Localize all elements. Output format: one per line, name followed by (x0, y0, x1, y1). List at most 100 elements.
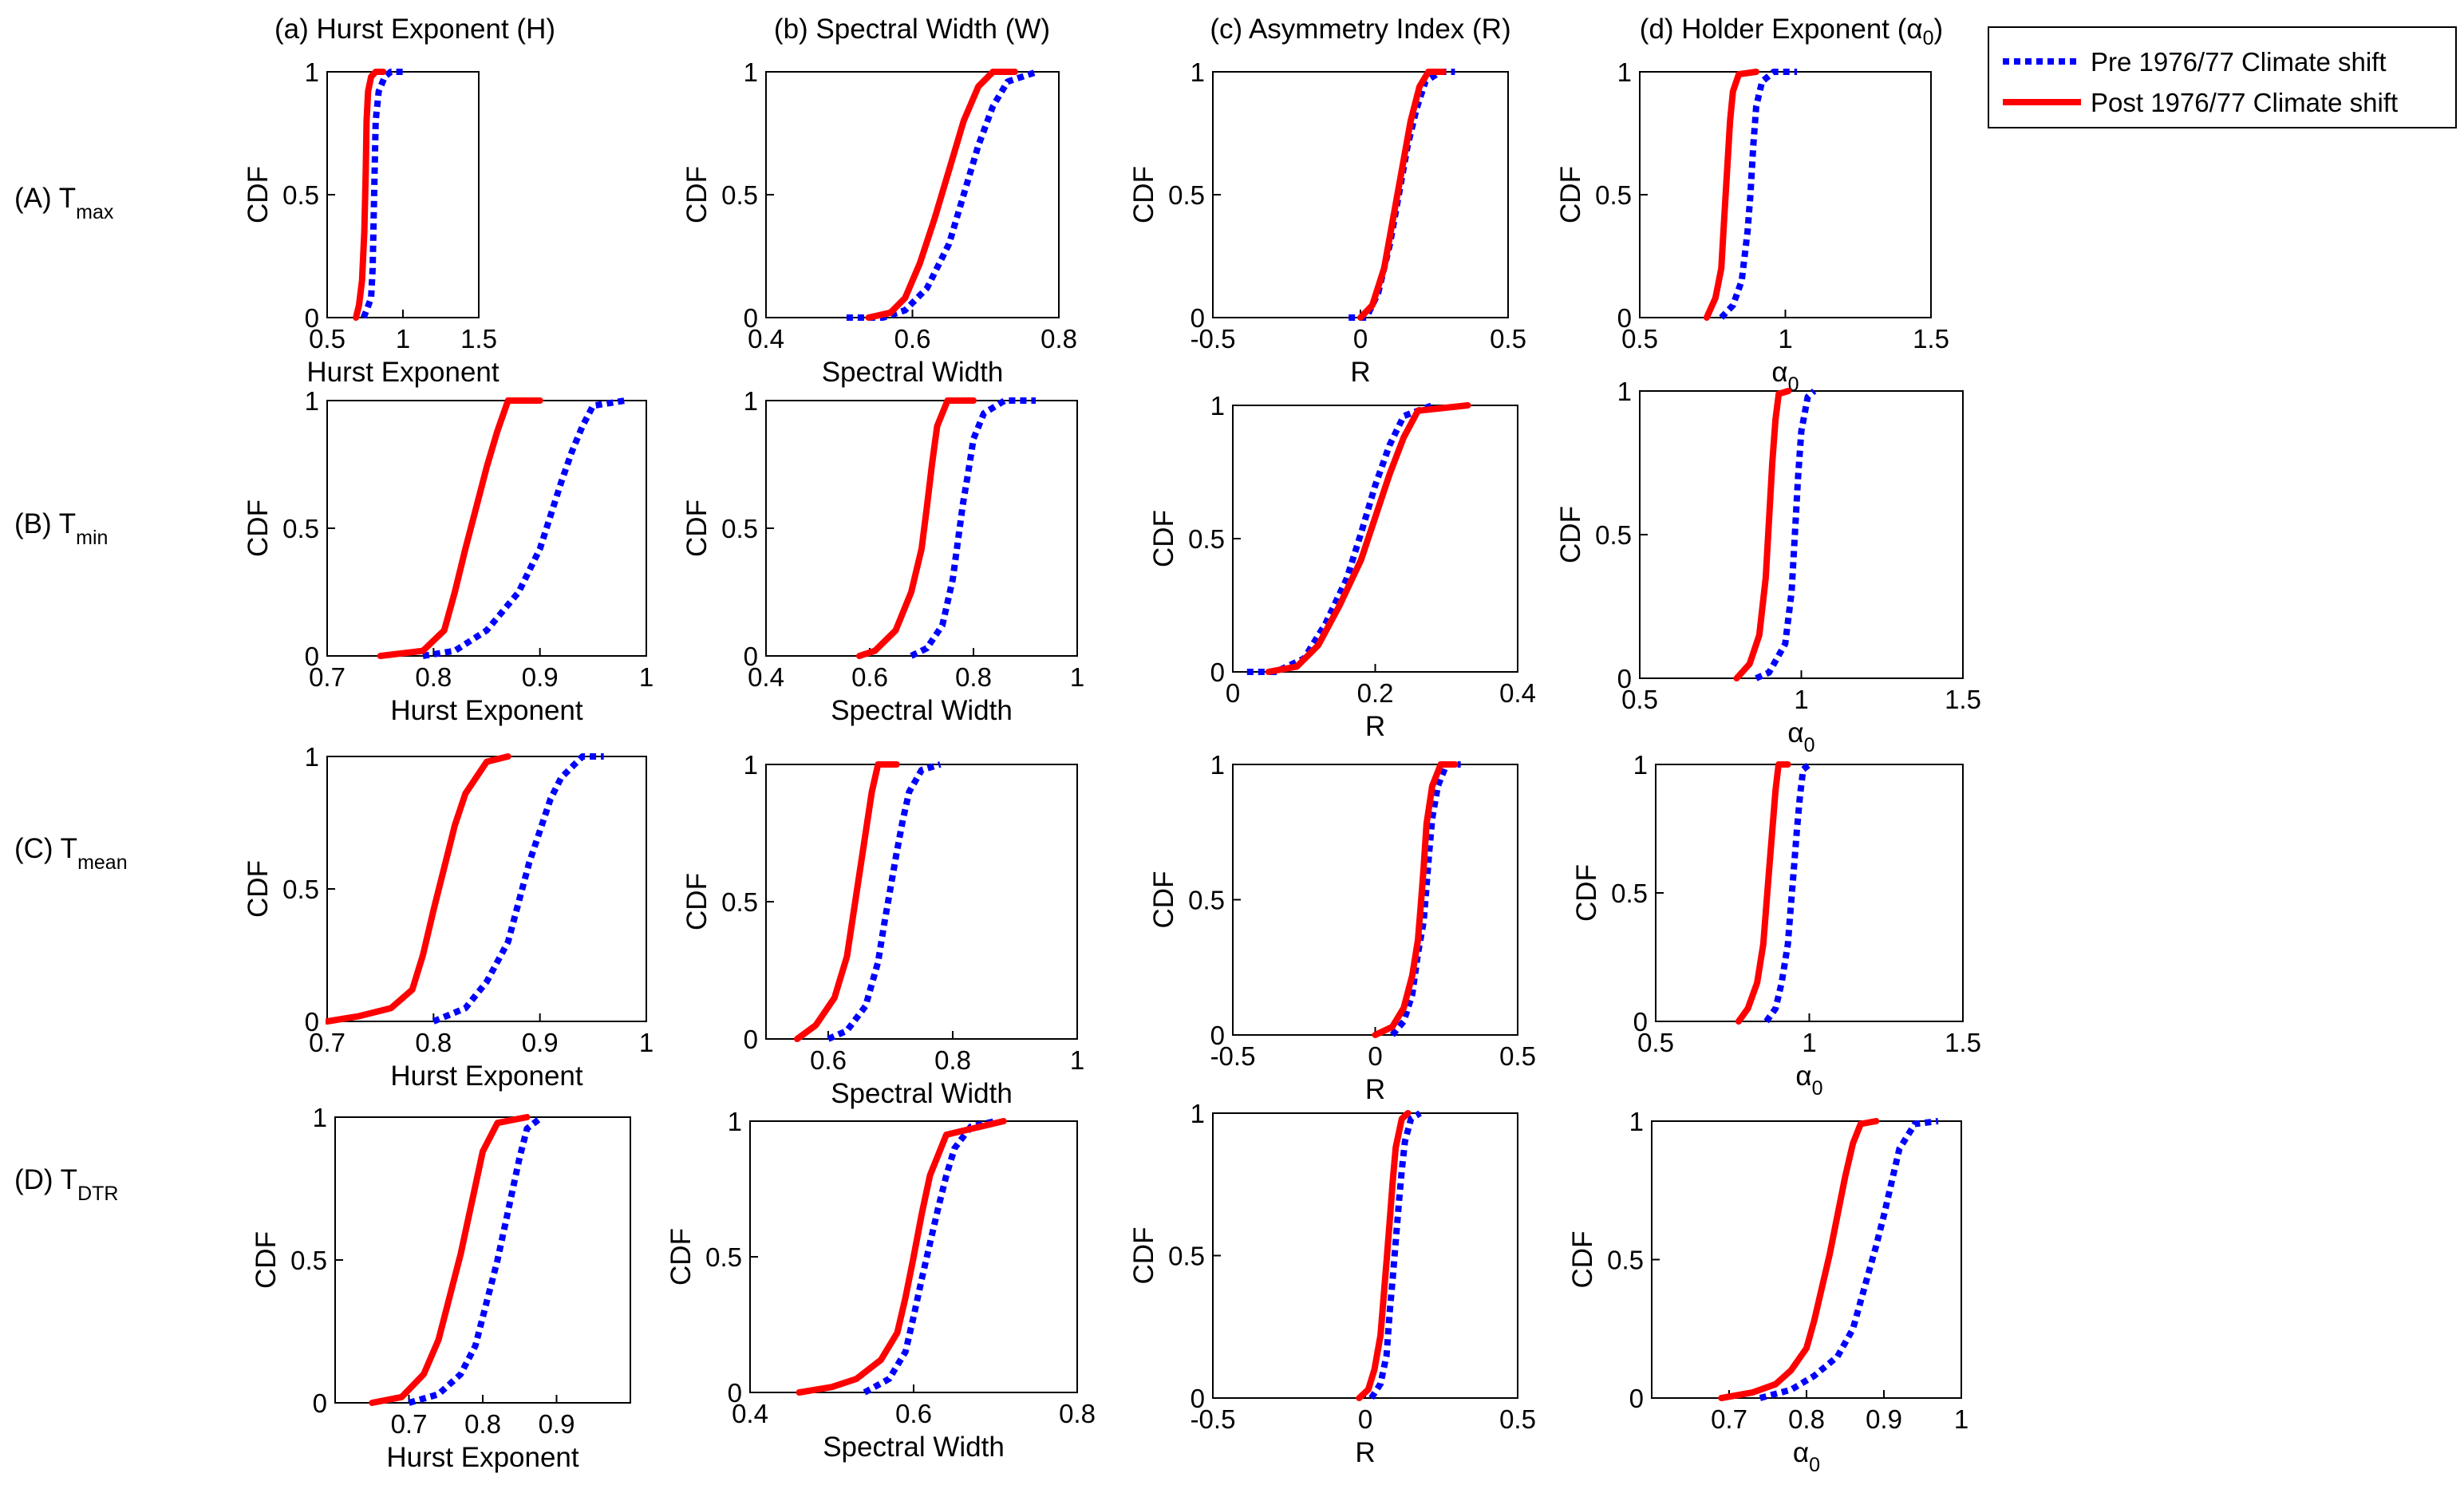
panel-16: 0 0.5 1 0.7 0.8 0.9 1 CDF α0 (1567, 1107, 1968, 1476)
series-post-shift-line (353, 69, 387, 321)
series-post-shift-line (326, 753, 511, 1025)
y-tick-label: 1 (305, 57, 319, 87)
y-axis-label: CDF (1555, 166, 1586, 223)
y-tick-label: 1 (1210, 391, 1225, 421)
series-post-shift-line (1357, 69, 1447, 321)
column-title-2: (b) Spectral Width (W) (774, 14, 1050, 45)
legend: Pre 1976/77 Climate shift Post 1976/77 C… (1988, 26, 2457, 128)
row-labels: (A) Tmax (B) Tmin (C) Tmean (D) TDTR (14, 183, 128, 1205)
series-pre-shift-line (1763, 761, 1812, 1024)
x-tick-label: 0.8 (955, 662, 992, 692)
row-label-4: (D) TDTR (14, 1164, 118, 1205)
y-tick-label: 1 (1629, 1107, 1644, 1136)
y-tick-label: 0.5 (1595, 520, 1632, 550)
y-tick-label: 0 (1633, 1007, 1648, 1037)
x-tick-label: 1 (1070, 1045, 1084, 1075)
y-tick-label: 1 (305, 742, 319, 772)
y-tick-label: 1 (744, 57, 758, 87)
column-title-4: (d) Holder Exponent (α0) (1640, 14, 1943, 49)
y-tick-label: 0.5 (721, 887, 758, 917)
legend-box (1988, 26, 2457, 128)
y-tick-label: 0.5 (1168, 180, 1205, 210)
x-axis-label: Spectral Width (831, 695, 1013, 726)
y-tick-label: 0.5 (1188, 886, 1225, 915)
y-tick-label: 0 (313, 1388, 327, 1418)
column-title-1: (a) Hurst Exponent (H) (274, 14, 555, 45)
x-tick-label: 1 (1802, 1028, 1816, 1057)
x-axis-label: Hurst Exponent (390, 1060, 583, 1092)
series-pre-shift-line (1368, 1110, 1422, 1400)
x-axis-label: α0 (1787, 717, 1814, 756)
y-tick-label: 0.5 (1168, 1242, 1205, 1271)
y-tick-label: 0 (744, 1025, 758, 1054)
panel-2: 0 0.5 1 0.4 0.6 0.8 CDF Spectral Width (681, 57, 1077, 388)
x-tick-label: 1 (1794, 685, 1808, 714)
x-tick-label: 0.9 (522, 1028, 559, 1057)
series-post-shift-line (1356, 1110, 1412, 1401)
plot-frame (1655, 764, 1964, 1022)
legend-pre-label: Pre 1976/77 Climate shift (2091, 47, 2387, 77)
x-axis-label: Spectral Width (822, 357, 1004, 388)
panel-5: 0 0.5 1 0.7 0.8 0.9 1 CDF Hurst Exponent (243, 386, 654, 726)
plot-frame (1212, 71, 1509, 318)
y-tick-label: 0 (1617, 303, 1632, 333)
panel-6: 0 0.5 1 0.4 0.6 0.8 1 CDF Spectral Width (681, 386, 1084, 726)
plot-frame (1212, 1112, 1518, 1399)
plot-frame (1651, 1120, 1962, 1399)
y-tick-label: 0 (728, 1378, 742, 1408)
y-axis-label: CDF (1128, 1227, 1159, 1285)
x-tick-label: 1 (396, 324, 410, 353)
x-tick-label: 0.2 (1357, 678, 1394, 708)
x-tick-label: 0.8 (1059, 1399, 1096, 1428)
x-tick-label: 0.8 (415, 662, 452, 692)
y-tick-label: 0 (744, 303, 758, 333)
y-tick-label: 0.5 (290, 1246, 327, 1275)
series-pre-shift-line (1389, 761, 1461, 1037)
x-tick-label: -0.5 (1191, 1404, 1236, 1434)
y-tick-label: 0 (1210, 658, 1225, 687)
x-tick-label: 0.4 (1499, 678, 1536, 708)
x-tick-label: 1 (639, 1028, 654, 1057)
series-post-shift-line (1703, 69, 1759, 321)
y-tick-label: 0 (1617, 664, 1632, 693)
plot-frame (765, 764, 1078, 1040)
y-axis-label: CDF (1148, 510, 1179, 567)
x-tick-label: -0.5 (1210, 1041, 1256, 1071)
panel-9: 0 0.5 1 0.7 0.8 0.9 1 CDF Hurst Exponent (243, 742, 654, 1092)
y-axis-label: CDF (681, 500, 713, 557)
x-axis-label: R (1350, 357, 1370, 388)
x-tick-label: 1 (1070, 662, 1084, 692)
x-axis-label: R (1355, 1437, 1375, 1468)
y-axis-label: CDF (1567, 1231, 1598, 1289)
series-post-shift-line (796, 1118, 1007, 1396)
series-pre-shift-line (1759, 1118, 1939, 1401)
y-tick-label: 0.5 (1595, 180, 1632, 210)
series-post-shift-line (1372, 761, 1459, 1038)
x-tick-label: 0.8 (934, 1045, 971, 1075)
x-tick-label: 0.6 (851, 662, 888, 692)
panel-13: 0 0.5 1 0.7 0.8 0.9 CDF Hurst Exponent (251, 1103, 631, 1473)
x-tick-label: 0.4 (748, 324, 784, 353)
x-tick-label: 1 (1778, 324, 1792, 353)
x-tick-label: 1.5 (1945, 685, 1981, 714)
legend-post-label: Post 1976/77 Climate shift (2091, 88, 2398, 117)
y-tick-label: 1 (1617, 377, 1632, 406)
x-tick-label: 0.9 (539, 1409, 575, 1439)
y-axis-label: CDF (243, 500, 274, 557)
x-axis-label: Spectral Width (831, 1078, 1013, 1109)
x-tick-label: 0 (1358, 1404, 1372, 1434)
x-axis-label: Spectral Width (823, 1432, 1005, 1463)
y-tick-label: 1 (305, 386, 319, 416)
x-tick-label: 0.6 (810, 1045, 847, 1075)
x-tick-label: 0.8 (464, 1409, 501, 1439)
plot-frame (1639, 71, 1932, 318)
y-tick-label: 0.5 (721, 180, 758, 210)
y-axis-label: CDF (1571, 864, 1602, 922)
series-post-shift-line (1718, 1118, 1880, 1401)
series-pre-shift-line (432, 753, 604, 1025)
x-tick-label: 1.5 (460, 324, 497, 353)
y-axis-label: CDF (681, 166, 713, 223)
x-tick-label: 1.5 (1913, 324, 1949, 353)
y-tick-label: 0 (305, 642, 319, 671)
row-label-1: (A) Tmax (14, 183, 114, 223)
